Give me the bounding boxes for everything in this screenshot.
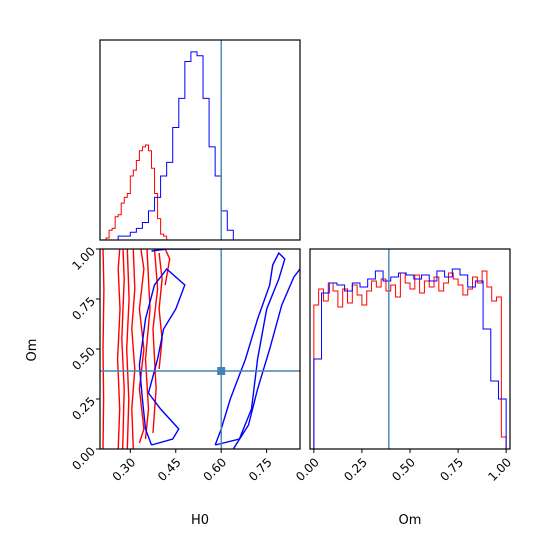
contour-blue-level-1 <box>138 267 186 446</box>
contour-red-level-7 <box>144 249 151 440</box>
h0-om-contour-panel: 0.30 0.45 0.60 0.75 0.00 0.25 0.50 0.75 1.00 <box>69 244 301 484</box>
contour-red-level-2 <box>116 249 121 449</box>
om-histogram-frame <box>309 248 511 450</box>
x-axis-label-h0: H0 <box>191 513 209 528</box>
contour-red-level-5 <box>131 249 136 449</box>
om-histogram-x-ticks: 0.00 0.25 0.50 0.75 1.00 <box>293 449 514 484</box>
om-x-tick-label: 0.25 <box>341 455 370 484</box>
contour-red-level-3 <box>121 249 125 449</box>
y-axis-label-om: Om <box>25 339 40 362</box>
contour-x-ticks: 0.30 0.45 0.60 0.75 <box>110 449 275 484</box>
contour-y-tick-label: 0.25 <box>69 394 98 423</box>
contour-y-tick-label: 1.00 <box>69 244 98 273</box>
contour-red-level-6 <box>138 249 145 444</box>
contour-y-tick-label: 0.75 <box>69 294 98 323</box>
contour-x-tick-label: 0.75 <box>246 455 275 484</box>
contour-red-level-1 <box>102 249 105 449</box>
h0-histogram-panel <box>99 39 301 241</box>
om-x-tick-label: 0.75 <box>437 455 466 484</box>
contour-red-level-10 <box>164 249 171 286</box>
contour-red-level-9 <box>158 252 163 370</box>
contour-y-ticks: 0.00 0.25 0.50 0.75 1.00 <box>69 244 100 473</box>
h0-histogram-blue-series <box>106 51 240 241</box>
contour-blue-level-4 <box>151 249 200 252</box>
contour-y-tick-label: 0.00 <box>69 444 98 473</box>
om-histogram-red-series <box>313 270 507 449</box>
contour-x-tick-label: 0.30 <box>110 455 139 484</box>
contour-blue-level-3 <box>232 268 300 449</box>
h0-histogram-frame <box>99 39 301 241</box>
om-x-tick-label: 0.00 <box>293 455 322 484</box>
h0-histogram-red-series <box>100 144 170 241</box>
truth-marker <box>217 367 226 375</box>
contour-blue-level-2 <box>214 251 286 446</box>
om-histogram-panel: 0.00 0.25 0.50 0.75 1.00 <box>293 248 514 484</box>
contour-y-tick-label: 0.50 <box>69 344 98 373</box>
om-x-tick-label: 0.50 <box>389 455 418 484</box>
contour-x-tick-label: 0.45 <box>155 455 184 484</box>
contour-red-level-8 <box>152 249 159 434</box>
om-x-tick-label: 1.00 <box>485 455 514 484</box>
om-histogram-blue-series <box>313 268 507 449</box>
contour-x-tick-label: 0.60 <box>200 455 229 484</box>
x-axis-label-om: Om <box>399 513 422 528</box>
contour-red-level-4 <box>125 249 130 449</box>
